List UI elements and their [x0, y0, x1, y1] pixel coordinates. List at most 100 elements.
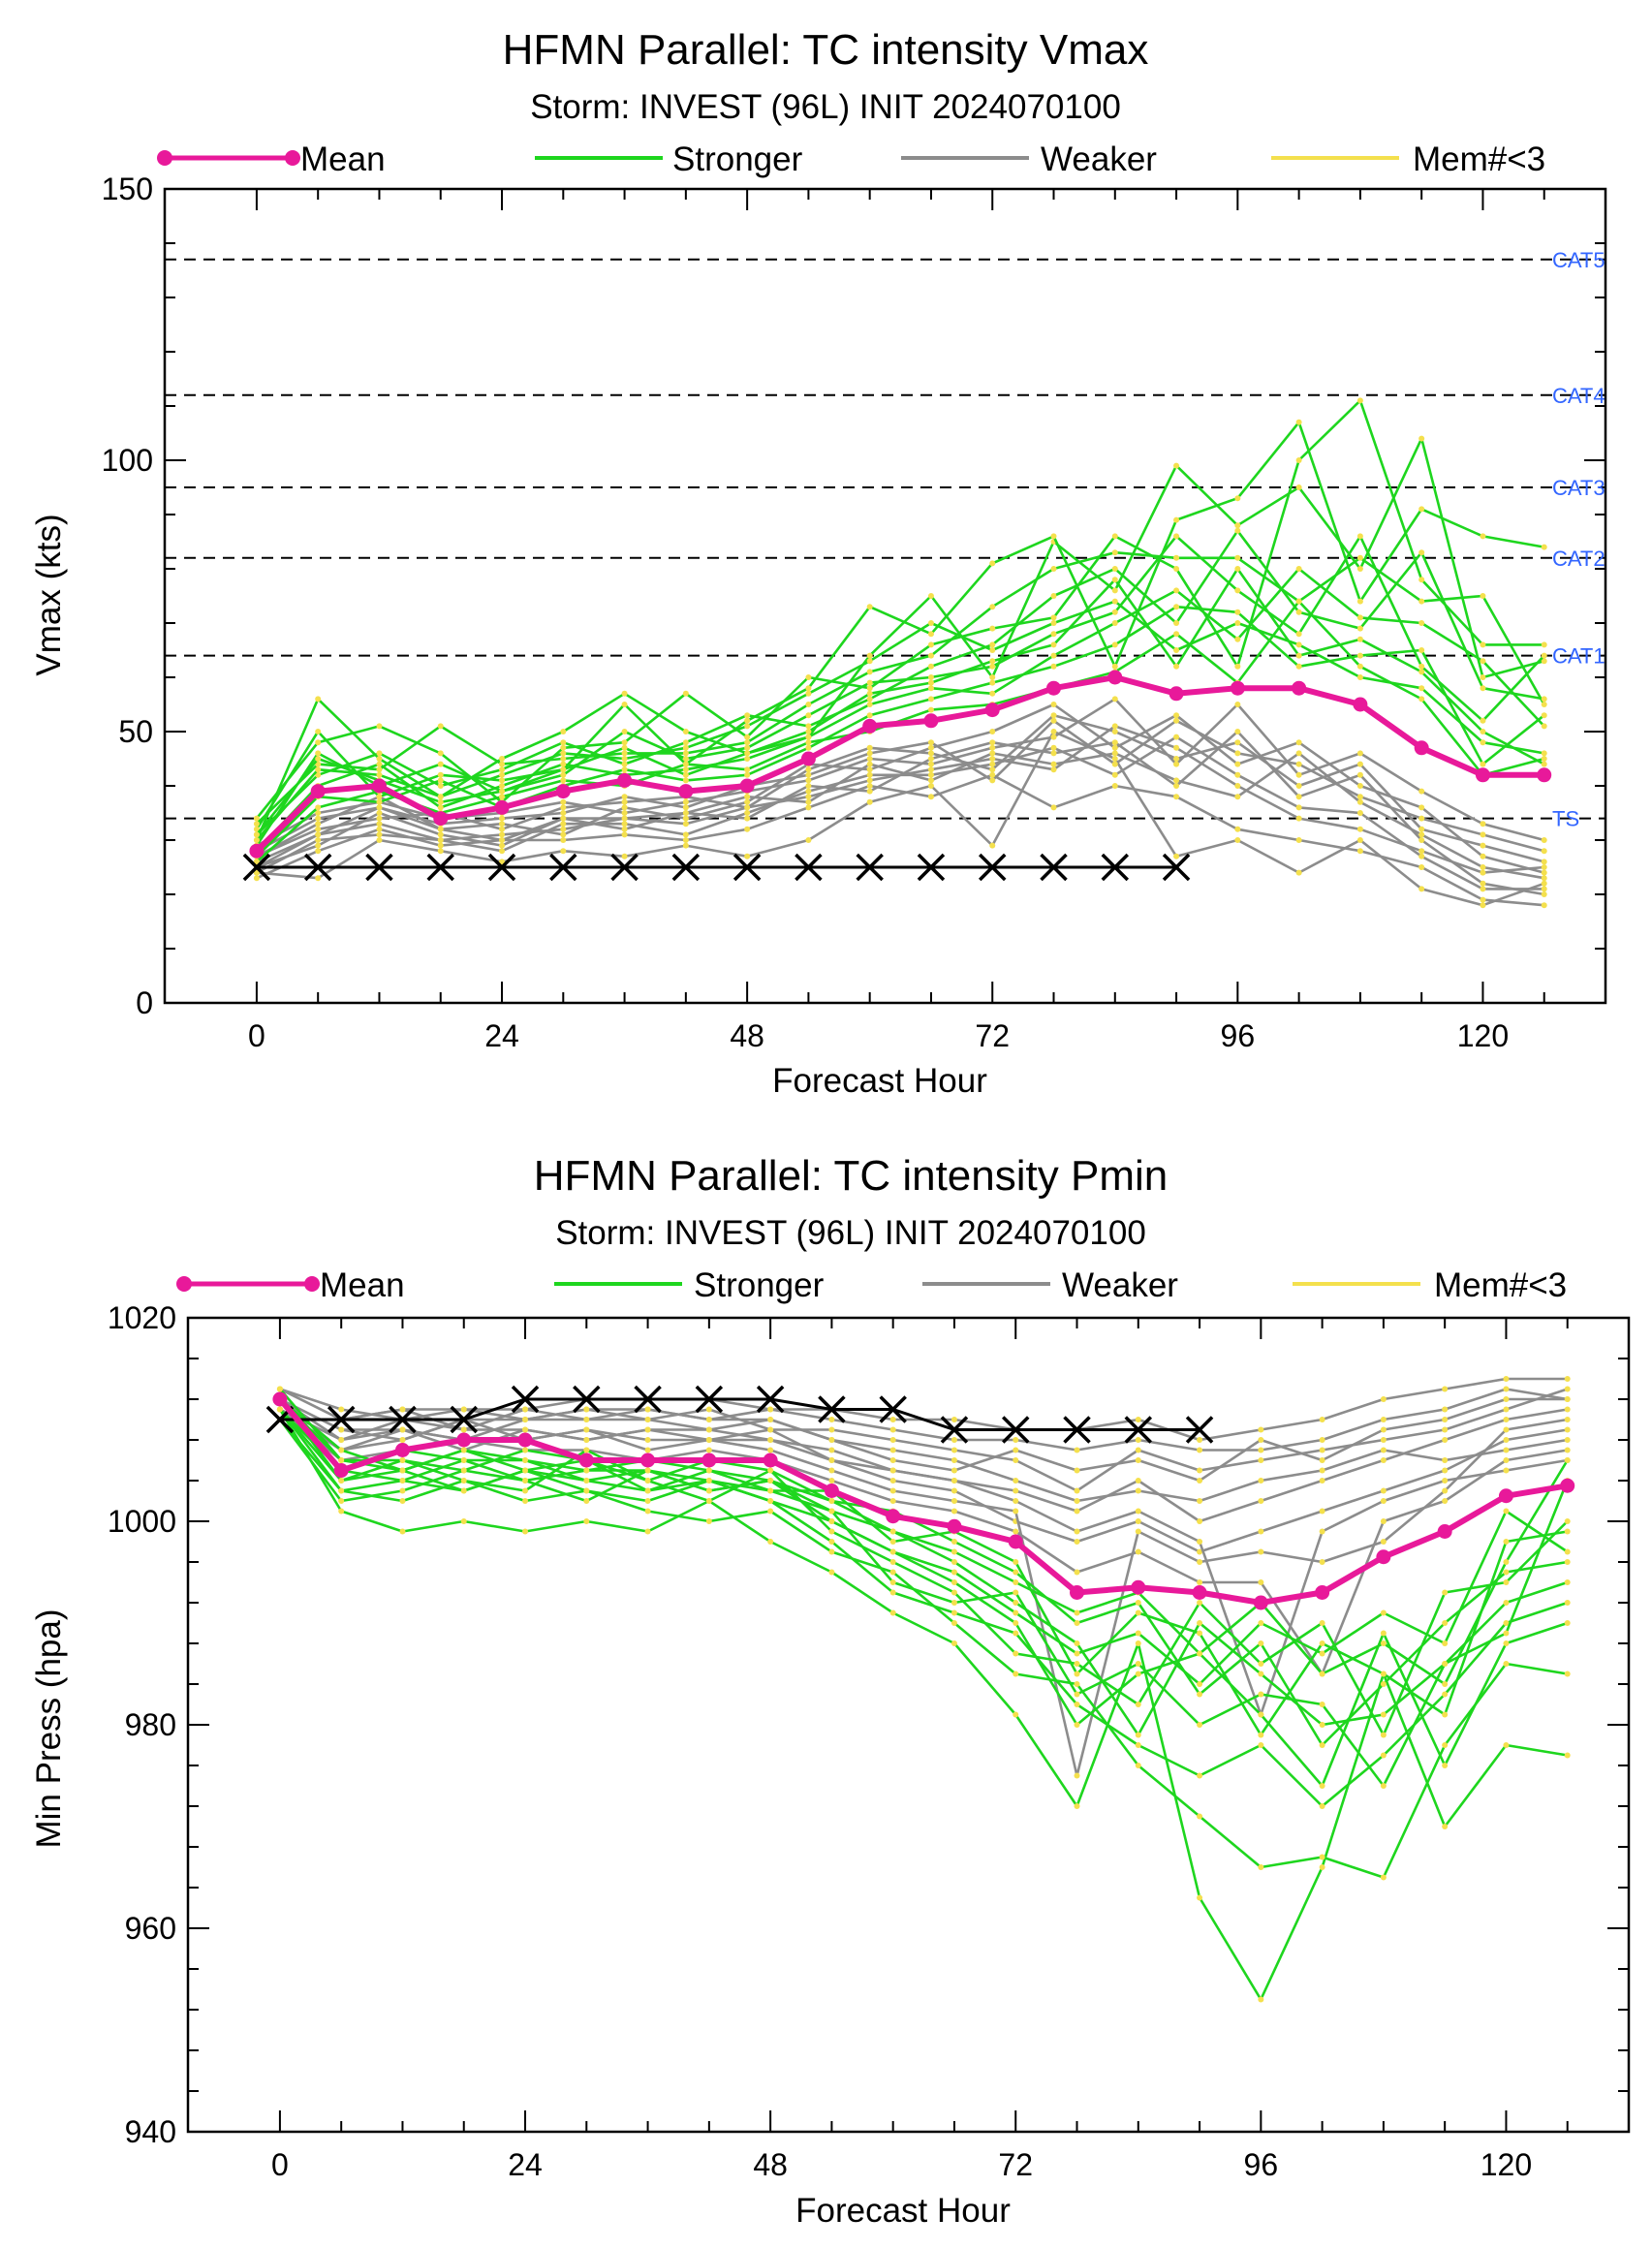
stronger-member-point	[376, 750, 383, 757]
stronger-member-point	[1013, 1609, 1019, 1616]
weaker-member-point	[1074, 1508, 1080, 1515]
stronger-member-point	[1013, 1711, 1019, 1718]
weaker-member-point	[866, 788, 873, 795]
observed-x-marker	[242, 853, 271, 882]
stronger-member-point	[1418, 577, 1425, 583]
y-tick-label: 1020	[108, 1300, 176, 1335]
stronger-member-point	[1074, 1640, 1080, 1646]
legend-mean-label: Mean	[320, 1266, 405, 1304]
stronger-member-point	[889, 1579, 896, 1585]
weaker-member-point	[989, 739, 996, 746]
legend-mean-marker	[285, 150, 300, 166]
mean-point	[886, 1509, 901, 1524]
weaker-member-point	[499, 821, 506, 828]
stronger-member-point	[1564, 1752, 1571, 1759]
weaker-member-point	[1295, 750, 1302, 757]
weaker-member-point	[1111, 696, 1118, 703]
weaker-member-line	[256, 752, 1544, 880]
stronger-member-point	[1295, 484, 1302, 490]
stronger-member-point	[805, 712, 812, 719]
stronger-member-point	[560, 750, 567, 757]
weaker-member-point	[583, 1437, 590, 1443]
weaker-member-point	[1295, 869, 1302, 876]
stronger-member-point	[866, 658, 873, 665]
stronger-member-point	[1258, 1864, 1264, 1870]
stronger-member-point	[315, 739, 322, 746]
weaker-member-point	[1380, 1447, 1387, 1453]
stronger-member-point	[1380, 1609, 1387, 1616]
stronger-member-point	[499, 766, 506, 773]
x-axis-label: Forecast Hour	[772, 1062, 987, 1100]
weaker-member-point	[1135, 1417, 1141, 1422]
mean-point	[800, 751, 816, 766]
stronger-member-point	[644, 1467, 651, 1474]
weaker-member-point	[1356, 798, 1363, 805]
stronger-member-point	[1380, 1671, 1387, 1677]
weaker-member-point	[376, 815, 383, 822]
stronger-member-point	[1258, 1732, 1264, 1738]
stronger-member-point	[253, 821, 260, 828]
stronger-member-point	[499, 761, 506, 767]
weaker-member-point	[805, 766, 812, 773]
weaker-member-point	[1564, 1437, 1571, 1443]
legend-weaker-label: Weaker	[1062, 1266, 1178, 1304]
stronger-member-point	[499, 788, 506, 795]
observed-line	[279, 1397, 1200, 1431]
weaker-member-point	[399, 1437, 406, 1443]
stronger-member-point	[682, 744, 689, 751]
weaker-member-point	[744, 810, 751, 816]
stronger-member-point	[1173, 604, 1180, 610]
weaker-member-line	[279, 1388, 1568, 1452]
stronger-member-point	[927, 706, 934, 713]
stronger-member-point	[1074, 1803, 1080, 1809]
y-axis-label: Min Press (hpa)	[30, 1609, 68, 1848]
weaker-member-point	[1234, 826, 1241, 832]
weaker-member-point	[1380, 1417, 1387, 1422]
stronger-member-point	[889, 1609, 896, 1616]
stronger-member-point	[499, 771, 506, 778]
stronger-member-point	[1295, 566, 1302, 572]
mean-line	[254, 674, 1544, 854]
weaker-member-point	[1418, 886, 1425, 892]
stronger-member-point	[1541, 702, 1547, 707]
stronger-member-point	[1356, 397, 1363, 404]
stronger-member-point	[1050, 533, 1057, 540]
mean-point	[1498, 1488, 1513, 1504]
stronger-member-point	[621, 702, 628, 707]
stronger-member-point	[621, 756, 628, 762]
weaker-member-point	[989, 766, 996, 773]
mean-point	[862, 718, 878, 734]
weaker-member-point	[1258, 1478, 1264, 1484]
stronger-member-point	[1111, 663, 1118, 670]
weaker-member-point	[376, 804, 383, 811]
observed-x-marker	[573, 1385, 601, 1414]
legend-mean-marker	[176, 1276, 192, 1292]
stronger-member-point	[583, 1478, 590, 1484]
stronger-member-point	[1111, 598, 1118, 605]
stronger-member-point	[1380, 1711, 1387, 1718]
x-tick-label: 120	[1481, 2147, 1532, 2182]
mean-point	[371, 778, 387, 794]
weaker-member-point	[315, 848, 322, 855]
legend-mem-lt3-label: Mem#<3	[1413, 141, 1545, 178]
legend-stronger-label: Stronger	[672, 141, 803, 178]
weaker-member-point	[1074, 1467, 1080, 1474]
y-tick-label: 980	[125, 1707, 176, 1742]
stronger-member-point	[1111, 566, 1118, 572]
stronger-member-point	[744, 750, 751, 757]
stronger-member-point	[1013, 1600, 1019, 1606]
stronger-member-point	[805, 739, 812, 746]
stronger-member-point	[1564, 1600, 1571, 1606]
stronger-member-point	[1480, 717, 1486, 724]
weaker-member-point	[1295, 771, 1302, 778]
observed-x-marker	[940, 1416, 969, 1444]
stronger-member-point	[1135, 1702, 1141, 1707]
stronger-member-point	[1135, 1763, 1141, 1768]
stronger-member-point	[1380, 1752, 1387, 1759]
weaker-member-point	[951, 1487, 957, 1494]
weaker-member-point	[644, 1437, 651, 1443]
stronger-member-point	[460, 1457, 467, 1463]
stronger-member-point	[1319, 1620, 1325, 1626]
stronger-member-point	[767, 1539, 774, 1545]
